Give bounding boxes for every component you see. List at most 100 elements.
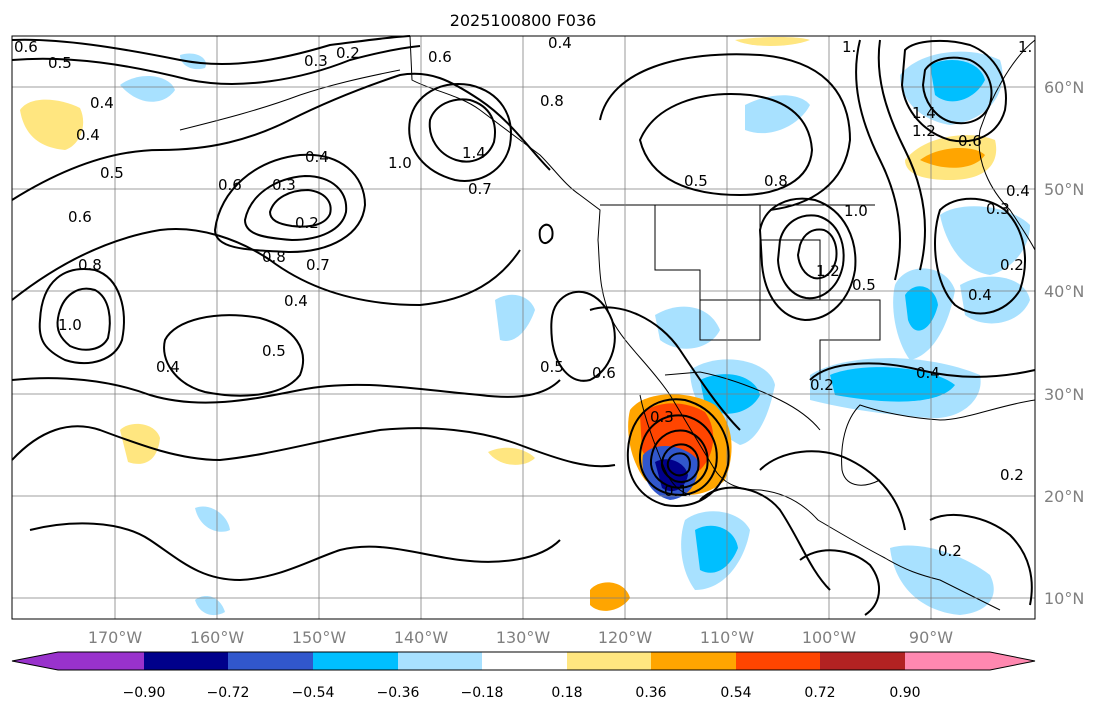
lat-label: 10°N xyxy=(1044,589,1084,608)
contour-label: 0.8 xyxy=(540,92,564,110)
shaded-area-negative xyxy=(495,294,535,341)
contour-line xyxy=(599,53,852,211)
colorbar-segment xyxy=(736,652,820,670)
shaded-area-negative xyxy=(960,276,1030,324)
lon-label: 150°W xyxy=(292,628,347,647)
colorbar-tick-label: −0.90 xyxy=(123,685,166,701)
colorbar-segment xyxy=(398,652,482,670)
colorbar-tick-label: 0.36 xyxy=(635,685,666,701)
lat-label: 50°N xyxy=(1044,180,1084,199)
contour-label: 1.0 xyxy=(388,154,412,172)
state-lines xyxy=(819,299,881,380)
contour-lines xyxy=(11,35,1036,616)
lat-label: 60°N xyxy=(1044,78,1084,97)
contour-line xyxy=(550,290,616,382)
contour-label: 0.2 xyxy=(336,44,360,62)
contour-label: 0.2 xyxy=(1000,466,1024,484)
colorbar-tick-label: 0.18 xyxy=(551,685,582,701)
colorbar-tick-label: −0.72 xyxy=(207,685,250,701)
colorbar-tick-label: −0.54 xyxy=(292,685,335,701)
state-lines xyxy=(654,205,761,301)
contour-line xyxy=(799,549,880,616)
colorbar-tick-label: −0.36 xyxy=(377,685,420,701)
lon-label: 100°W xyxy=(802,628,857,647)
shaded-area-positive xyxy=(20,99,84,150)
contour-label: 0.5 xyxy=(48,54,72,72)
contour-label: 0.2 xyxy=(295,214,319,232)
map-frame xyxy=(11,35,1036,620)
lon-label: 140°W xyxy=(394,628,449,647)
lat-label: 40°N xyxy=(1044,282,1084,301)
shaded-area-negative xyxy=(195,596,225,616)
contour-line xyxy=(38,268,125,365)
contour-label: 0.8 xyxy=(764,172,788,190)
colorbar-tick-label: 0.72 xyxy=(804,685,835,701)
contour-line xyxy=(877,39,926,271)
contour-label: 0.4 xyxy=(305,148,329,166)
shaded-area-negative xyxy=(940,206,1030,275)
contour-label: 0.6 xyxy=(592,364,616,382)
shaded-area-negative xyxy=(195,506,230,532)
colorbar-segment xyxy=(990,652,1035,670)
contour-label: 0.2 xyxy=(938,542,962,560)
contour-line xyxy=(29,522,561,582)
contour-label: 0.5 xyxy=(852,276,876,294)
contour-label: 0.3 xyxy=(272,176,296,194)
colorbar-segment xyxy=(567,652,651,670)
shaded-area-positive xyxy=(590,582,630,611)
shaded-area-positive xyxy=(920,148,985,168)
contour-label: 0.2 xyxy=(1000,256,1024,274)
baja-peninsula xyxy=(639,394,691,496)
contour-line xyxy=(900,39,1007,143)
contour-line xyxy=(626,398,730,507)
contour-label: 0.5 xyxy=(540,358,564,376)
contour-label: 1.4 xyxy=(912,104,936,122)
colorbar: −0.90 −0.72 −0.54 −0.36 −0.18 0.18 0.36 … xyxy=(11,651,1036,701)
contour-line xyxy=(934,197,1026,315)
contour-line xyxy=(758,197,857,322)
aleutian-islands xyxy=(179,69,401,131)
contour-line xyxy=(921,56,993,125)
contour-line xyxy=(538,223,554,245)
contour-label: 1.0 xyxy=(844,202,868,220)
contour-label: 0.5 xyxy=(684,172,708,190)
shaded-area-positive xyxy=(735,37,810,46)
gulf-coastline xyxy=(841,399,1036,486)
colorbar-segment xyxy=(651,652,736,670)
contour-line xyxy=(11,377,561,404)
contour-line xyxy=(589,306,741,431)
contour-label: 1.0 xyxy=(58,316,82,334)
contour-label: 0.6 xyxy=(68,208,92,226)
contour-line xyxy=(809,362,1036,381)
contour-label: 0.5 xyxy=(262,342,286,360)
lon-label: 170°W xyxy=(88,628,143,647)
map-title: 2025100800 F036 xyxy=(450,11,597,30)
contour-label: 0.6 xyxy=(14,38,38,56)
colorbar-tick-label: 0.90 xyxy=(889,685,920,701)
contour-label: 0.4 xyxy=(1006,182,1030,200)
contour-line xyxy=(796,228,838,280)
contour-line xyxy=(11,228,521,307)
contour-line xyxy=(11,425,616,468)
contour-label: 1.2 xyxy=(912,122,936,140)
shaded-area-negative xyxy=(830,367,955,402)
contour-label: 0.4 xyxy=(156,358,180,376)
contour-label: 0.4 xyxy=(90,94,114,112)
shaded-area-negative xyxy=(930,60,985,102)
contour-label: 0.5 xyxy=(100,164,124,182)
contour-label: 0.4 xyxy=(968,286,992,304)
state-lines xyxy=(699,239,821,341)
shaded-area-negative xyxy=(745,95,810,134)
contour-label: 0.3 xyxy=(650,408,674,426)
contour-label: 0.6 xyxy=(428,48,452,66)
contour-line xyxy=(56,287,111,351)
colorbar-segment xyxy=(58,652,144,670)
contour-label: 0.7 xyxy=(306,256,330,274)
colorbar-segment xyxy=(12,652,58,670)
contour-line xyxy=(11,35,411,65)
contour-label: 0.1 xyxy=(664,482,688,500)
contour-line xyxy=(638,414,718,496)
lon-label: 160°W xyxy=(190,628,245,647)
colorbar-tick-label: 0.54 xyxy=(720,685,751,701)
